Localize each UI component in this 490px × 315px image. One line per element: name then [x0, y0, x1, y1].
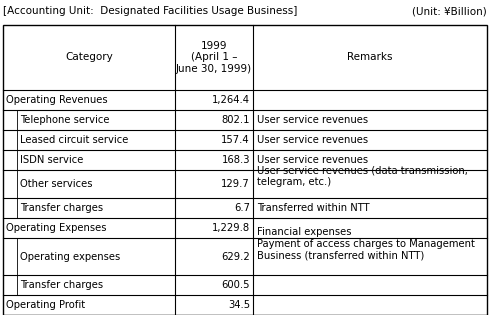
Text: 6.7: 6.7 [234, 203, 250, 213]
Text: 157.4: 157.4 [221, 135, 250, 145]
Text: 600.5: 600.5 [221, 280, 250, 290]
Text: 1,229.8: 1,229.8 [212, 223, 250, 233]
Text: Operating Expenses: Operating Expenses [6, 223, 106, 233]
Text: 629.2: 629.2 [221, 251, 250, 261]
Text: ISDN service: ISDN service [20, 155, 83, 165]
Text: Transfer charges: Transfer charges [20, 203, 103, 213]
Text: Remarks: Remarks [347, 53, 393, 62]
Text: 802.1: 802.1 [221, 115, 250, 125]
Text: Financial expenses
Payment of access charges to Management
Business (transferred: Financial expenses Payment of access cha… [257, 227, 475, 261]
Text: User service revenues (data transmission,
telegram, etc.): User service revenues (data transmission… [257, 165, 468, 187]
Text: Transferred within NTT: Transferred within NTT [257, 203, 369, 213]
Text: [Accounting Unit:  Designated Facilities Usage Business]: [Accounting Unit: Designated Facilities … [3, 6, 297, 16]
Text: Category: Category [65, 53, 113, 62]
Text: User service revenues: User service revenues [257, 115, 368, 125]
Text: Operating expenses: Operating expenses [20, 251, 120, 261]
Text: Other services: Other services [20, 179, 93, 189]
Text: (Unit: ¥Billion): (Unit: ¥Billion) [412, 6, 487, 16]
Text: Telephone service: Telephone service [20, 115, 109, 125]
Text: 34.5: 34.5 [228, 300, 250, 310]
Text: User service revenues: User service revenues [257, 135, 368, 145]
Text: 168.3: 168.3 [221, 155, 250, 165]
Text: User service revenues: User service revenues [257, 155, 368, 165]
Text: 129.7: 129.7 [221, 179, 250, 189]
Text: 1999
(April 1 –
June 30, 1999): 1999 (April 1 – June 30, 1999) [176, 41, 252, 74]
Text: Operating Revenues: Operating Revenues [6, 95, 108, 105]
Text: Transfer charges: Transfer charges [20, 280, 103, 290]
Text: Leased circuit service: Leased circuit service [20, 135, 128, 145]
Text: Operating Profit: Operating Profit [6, 300, 85, 310]
Text: 1,264.4: 1,264.4 [212, 95, 250, 105]
